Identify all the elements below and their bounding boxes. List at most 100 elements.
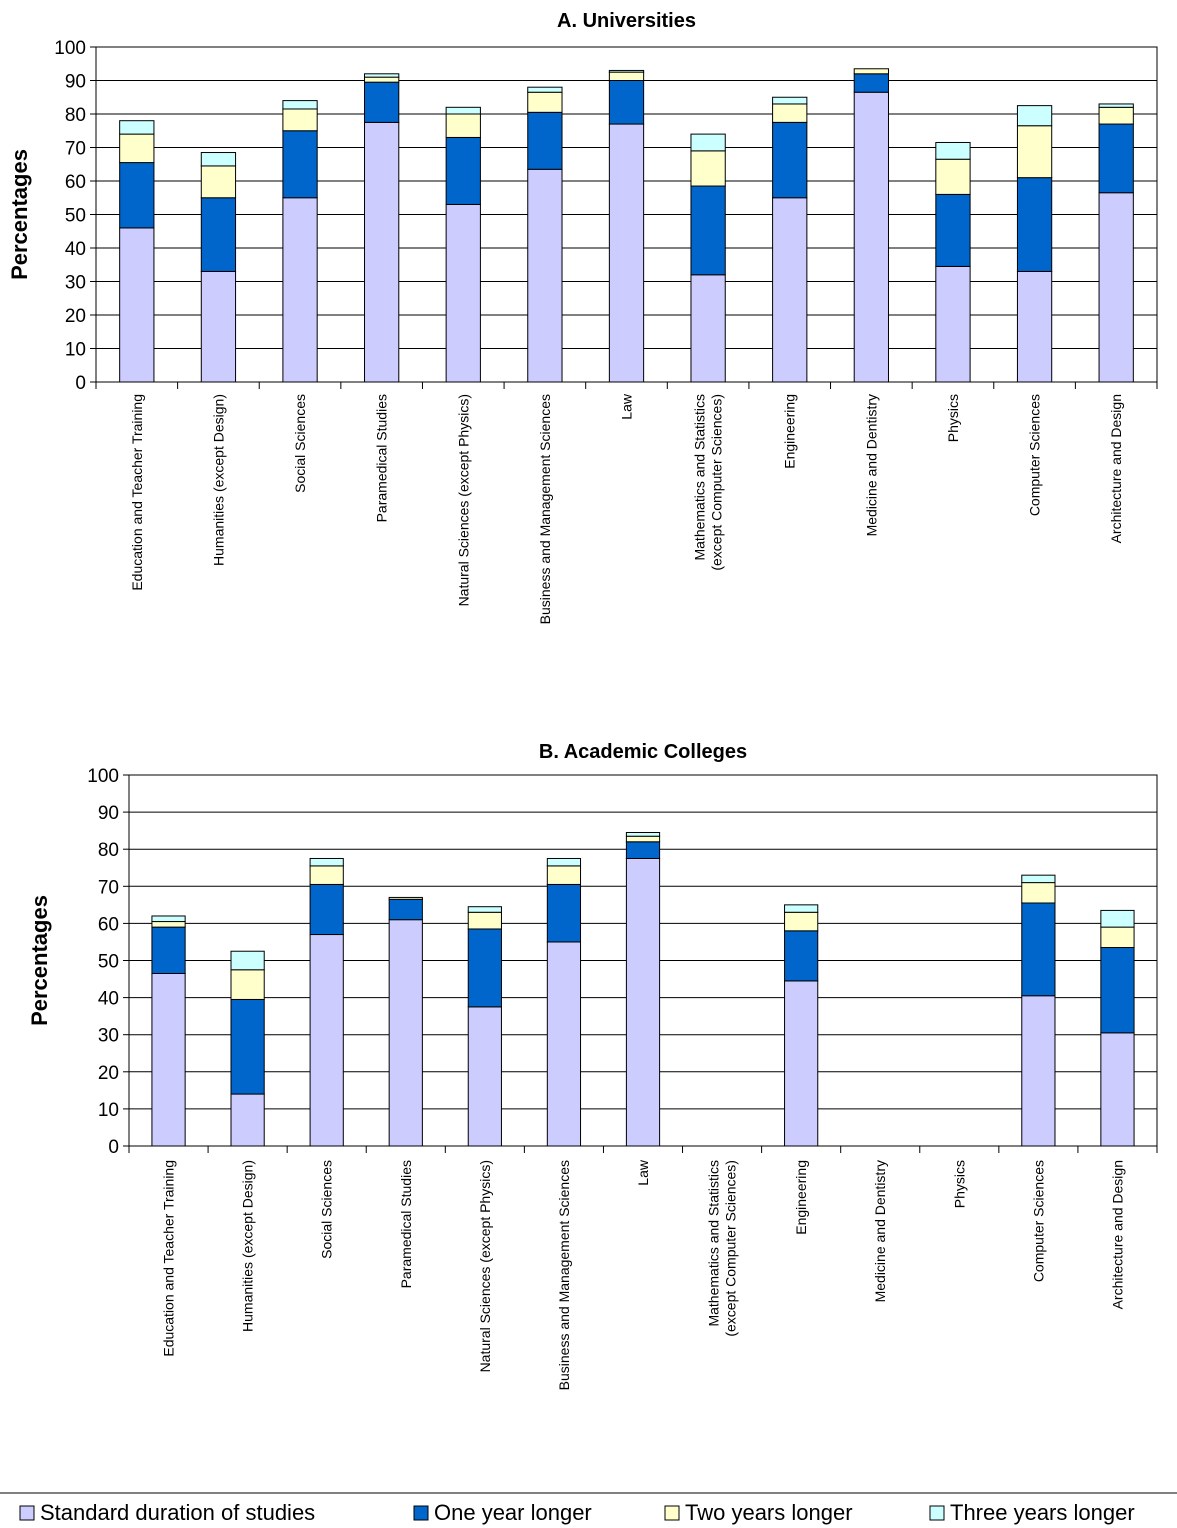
colleges-y-tick-label-40: 40 <box>98 989 119 1010</box>
colleges-bar-education-and-teacher-training-two-years-longer <box>151 921 186 928</box>
universities-bar-mathematics-and-statistics-except-computer-sciences-three-years-longer <box>690 133 726 152</box>
universities-bar-paramedical-studies-standard-duration-of-studies <box>364 121 400 383</box>
legend-label-three-years-longer: Three years longer <box>950 1500 1135 1525</box>
colleges-title: B. Academic Colleges <box>539 741 747 763</box>
colleges-y-tick-label-0: 0 <box>108 1137 119 1158</box>
universities-bar-natural-sciences-except-physics-standard-duration-of-studies <box>445 203 481 383</box>
colleges-bar-natural-sciences-except-physics-two-years-longer <box>467 911 502 930</box>
colleges-x-tick-label-mathematics-and-statistics-except-computer-sciences-line-2: (except Computer Sciences) <box>723 1160 739 1337</box>
legend-swatch-three-years-longer <box>929 1505 945 1521</box>
colleges-x-tick-label-engineering: Engineering <box>793 1160 809 1235</box>
colleges-bar-computer-sciences-two-years-longer <box>1021 882 1056 904</box>
colleges-bar-architecture-and-design-three-years-longer <box>1100 909 1135 928</box>
universities-bar-business-and-management-sciences-three-years-longer <box>527 86 563 93</box>
universities-bar-education-and-teacher-training-one-year-longer <box>119 162 155 229</box>
colleges-x-tick-label-medicine-and-dentistry: Medicine and Dentistry <box>872 1160 888 1302</box>
colleges-chart: B. Academic Colleges Percentages 0 10 20 30 40… <box>27 741 1158 1390</box>
universities-y-tick-label-40: 40 <box>65 239 86 260</box>
universities-bar-computer-sciences-one-year-longer <box>1016 177 1053 272</box>
universities-bar-paramedical-studies-one-year-longer <box>364 81 400 123</box>
colleges-bar-business-and-management-sciences-three-years-longer <box>546 857 582 867</box>
universities-bar-social-sciences-three-years-longer <box>282 100 318 110</box>
colleges-y-tick-label-90: 90 <box>98 803 119 824</box>
colleges-bar-humanities-except-design-standard-duration-of-studies <box>230 1093 265 1147</box>
colleges-y-tick-label-50: 50 <box>98 952 119 973</box>
colleges-bar-computer-sciences-standard-duration-of-studies <box>1021 995 1056 1147</box>
universities-bar-business-and-management-sciences-one-year-longer <box>527 111 563 170</box>
universities-x-tick-label-natural-sciences-except-physics: Natural Sciences (except Physics) <box>455 394 471 606</box>
universities-x-tick-label-physics: Physics <box>945 394 961 442</box>
universities-x-tick-label-mathematics-and-statistics-except-computer-sciences-line-1: Mathematics and Statistics <box>692 394 708 561</box>
colleges-bar-humanities-except-design-one-year-longer <box>230 998 265 1095</box>
colleges-x-tick-label-education-and-teacher-training: Education and Teacher Training <box>161 1160 177 1357</box>
universities-bar-social-sciences-standard-duration-of-studies <box>282 197 318 383</box>
colleges-x-tick-label-physics: Physics <box>951 1160 967 1208</box>
universities-bar-physics-two-years-longer <box>935 158 971 195</box>
colleges-bar-law-two-years-longer <box>625 835 661 843</box>
universities-x-tick-label-engineering: Engineering <box>782 394 798 469</box>
legend-swatch-standard-duration-of-studies <box>19 1505 35 1521</box>
universities-bar-engineering-one-year-longer <box>772 121 808 199</box>
colleges-bar-law-one-year-longer <box>625 841 661 859</box>
colleges-y-axis-label: Percentages <box>27 895 52 1026</box>
universities-bar-medicine-and-dentistry-one-year-longer <box>853 73 889 93</box>
universities-bar-law-standard-duration-of-studies <box>608 123 645 383</box>
colleges-bar-social-sciences-three-years-longer <box>309 857 344 867</box>
legend: Standard duration of studies One year lon… <box>0 1492 1177 1525</box>
universities-bar-paramedical-studies-three-years-longer <box>364 73 400 78</box>
colleges-bar-natural-sciences-except-physics-three-years-longer <box>467 906 502 913</box>
colleges-bar-humanities-except-design-two-years-longer <box>230 969 265 1000</box>
universities-bar-engineering-standard-duration-of-studies <box>772 197 808 383</box>
legend-swatch-one-year-longer <box>413 1505 429 1521</box>
universities-x-tick-label-education-and-teacher-training: Education and Teacher Training <box>129 394 145 591</box>
colleges-bar-law-standard-duration-of-studies <box>625 857 661 1147</box>
universities-bar-humanities-except-design-two-years-longer <box>200 165 237 199</box>
universities-bar-natural-sciences-except-physics-two-years-longer <box>445 113 481 138</box>
colleges-y-tick-label-80: 80 <box>98 840 119 861</box>
colleges-bar-social-sciences-two-years-longer <box>309 865 344 885</box>
colleges-bar-social-sciences-standard-duration-of-studies <box>309 934 344 1147</box>
colleges-bar-computer-sciences-three-years-longer <box>1021 874 1056 884</box>
colleges-bar-business-and-management-sciences-two-years-longer <box>546 865 582 885</box>
universities-bar-medicine-and-dentistry-standard-duration-of-studies <box>853 91 889 383</box>
universities-bar-humanities-except-design-three-years-longer <box>200 152 237 167</box>
colleges-bar-law-three-years-longer <box>625 832 661 837</box>
colleges-bar-paramedical-studies-one-year-longer <box>388 898 423 921</box>
colleges-bar-architecture-and-design-one-year-longer <box>1100 947 1135 1034</box>
colleges-bar-engineering-three-years-longer <box>784 904 819 913</box>
colleges-x-tick-label-architecture-and-design: Architecture and Design <box>1109 1160 1125 1309</box>
universities-bar-computer-sciences-two-years-longer <box>1016 125 1053 179</box>
colleges-bar-paramedical-studies-standard-duration-of-studies <box>388 919 423 1147</box>
universities-bar-engineering-three-years-longer <box>772 96 808 105</box>
universities-bar-computer-sciences-three-years-longer <box>1016 105 1053 127</box>
colleges-bar-architecture-and-design-two-years-longer <box>1100 926 1135 949</box>
colleges-bar-architecture-and-design-standard-duration-of-studies <box>1100 1032 1135 1147</box>
universities-y-tick-label-20: 20 <box>65 306 86 327</box>
colleges-bar-education-and-teacher-training-standard-duration-of-studies <box>151 972 186 1147</box>
universities-y-tick-label-0: 0 <box>75 373 86 394</box>
universities-bar-law-three-years-longer <box>608 69 645 73</box>
universities-y-tick-label-10: 10 <box>65 340 86 361</box>
universities-bar-natural-sciences-except-physics-three-years-longer <box>445 106 481 115</box>
universities-chart: A. Universities Percentages 0 10 20 30 40 50 60 7… <box>7 10 1158 624</box>
universities-bar-business-and-management-sciences-standard-duration-of-studies <box>527 168 563 383</box>
colleges-x-tick-label-computer-sciences: Computer Sciences <box>1030 1160 1046 1282</box>
universities-y-tick-label-30: 30 <box>65 273 86 294</box>
universities-bar-social-sciences-one-year-longer <box>282 130 318 199</box>
universities-x-tick-label-law: Law <box>619 393 635 420</box>
colleges-bar-natural-sciences-except-physics-one-year-longer <box>467 928 502 1008</box>
universities-bar-social-sciences-two-years-longer <box>282 108 318 132</box>
universities-bar-mathematics-and-statistics-except-computer-sciences-one-year-longer <box>690 185 726 276</box>
colleges-bar-engineering-standard-duration-of-studies <box>784 980 819 1147</box>
universities-bar-education-and-teacher-training-standard-duration-of-studies <box>119 227 155 383</box>
universities-x-tick-label-architecture-and-design: Architecture and Design <box>1108 394 1124 543</box>
colleges-y-tick-label-20: 20 <box>98 1063 119 1084</box>
universities-bar-physics-standard-duration-of-studies <box>935 265 971 383</box>
colleges-bar-engineering-two-years-longer <box>784 911 819 932</box>
colleges-bar-humanities-except-design-three-years-longer <box>230 950 265 971</box>
universities-title: A. Universities <box>557 10 696 32</box>
colleges-y-tick-label-70: 70 <box>98 877 119 898</box>
universities-bar-architecture-and-design-standard-duration-of-studies <box>1098 192 1134 383</box>
universities-x-tick-label-social-sciences: Social Sciences <box>292 394 308 493</box>
colleges-x-tick-label-mathematics-and-statistics-except-computer-sciences-line-1: Mathematics and Statistics <box>706 1160 722 1327</box>
